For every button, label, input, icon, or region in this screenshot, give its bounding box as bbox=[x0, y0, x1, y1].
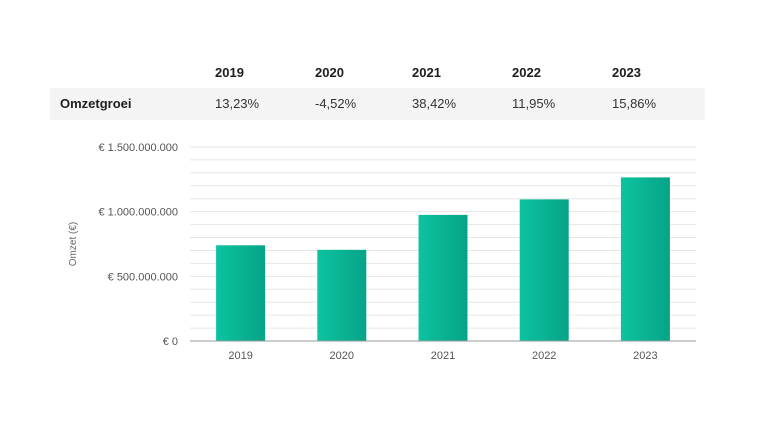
year-header: 2019 bbox=[215, 65, 244, 80]
bar-2019 bbox=[216, 245, 266, 341]
row-label: Omzetgroei bbox=[60, 96, 132, 111]
growth-value: 13,23% bbox=[215, 96, 260, 111]
growth-value: 11,95% bbox=[512, 96, 556, 111]
table-row: Omzetgroei 13,23% -4,52% 38,42% 11,95% 1… bbox=[50, 88, 705, 120]
x-tick-label: 2023 bbox=[633, 350, 657, 362]
table-header-row: 2019 2020 2021 2022 2023 bbox=[50, 58, 705, 88]
y-tick-label: € 0 bbox=[163, 336, 178, 348]
x-tick-label: 2022 bbox=[532, 350, 556, 362]
y-axis-title: Omzet (€) bbox=[68, 222, 79, 266]
year-header: 2023 bbox=[612, 65, 641, 80]
growth-table: 2019 2020 2021 2022 2023 Omzetgroei 13,2… bbox=[50, 58, 705, 120]
tick-labels: € 0 € 500.000.000 € 1.000.000.000 € 1.500.0… bbox=[68, 142, 658, 362]
year-header: 2021 bbox=[412, 65, 441, 80]
year-header: 2020 bbox=[315, 65, 344, 80]
year-header: 2022 bbox=[512, 65, 541, 80]
y-tick-label: € 500.000.000 bbox=[108, 271, 178, 283]
y-tick-label: € 1.000.000.000 bbox=[98, 207, 178, 219]
growth-value: 15,86% bbox=[612, 96, 657, 111]
x-tick-label: 2019 bbox=[228, 350, 252, 362]
x-tick-label: 2020 bbox=[330, 350, 354, 362]
bars bbox=[216, 177, 670, 341]
x-tick-label: 2021 bbox=[431, 350, 455, 362]
growth-value: 38,42% bbox=[412, 96, 457, 111]
bar-2021 bbox=[418, 214, 468, 341]
growth-value: -4,52% bbox=[315, 96, 357, 111]
y-tick-label: € 1.500.000.000 bbox=[98, 142, 178, 154]
bar-2020 bbox=[317, 249, 367, 341]
bar-2023 bbox=[620, 177, 670, 341]
bar-2022 bbox=[519, 199, 569, 341]
